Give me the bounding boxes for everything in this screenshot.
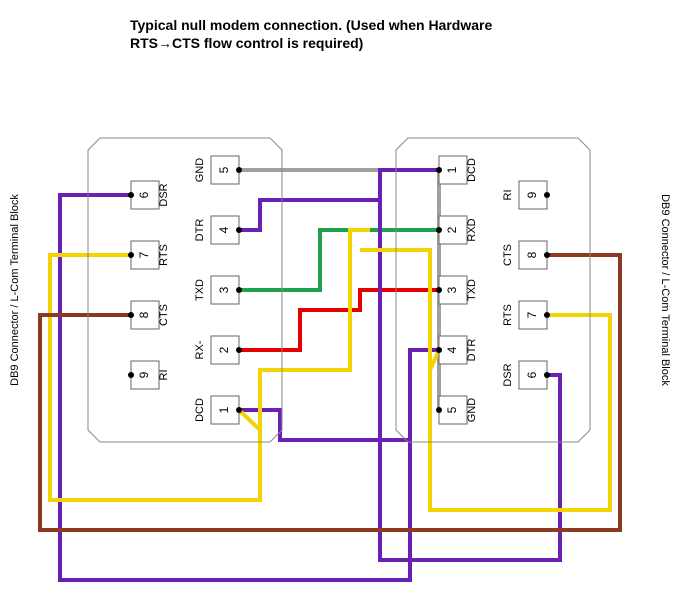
right-outer-pins: 9 RI 8 CTS 7 RTS 6 DSR: [502, 181, 550, 389]
pin-number: 7: [137, 251, 151, 258]
pin-label: RI: [502, 190, 514, 201]
pin-terminal-dot: [436, 347, 442, 353]
pin-label: CTS: [158, 304, 170, 326]
pin-number: 6: [525, 371, 539, 378]
pin-terminal-dot: [128, 192, 134, 198]
pin-label: RXD: [466, 218, 478, 241]
pin-terminal-dot: [128, 312, 134, 318]
pin-number: 4: [445, 346, 459, 353]
pin-label: CTS: [502, 244, 514, 266]
pin-number: 5: [445, 406, 459, 413]
pin-number: 7: [525, 311, 539, 318]
pin-label: DTR: [194, 219, 206, 242]
pin-number: 1: [217, 406, 231, 413]
pin-label: TXD: [466, 279, 478, 301]
pin-number: 2: [445, 226, 459, 233]
pin-terminal-dot: [236, 287, 242, 293]
pin-label: RTS: [158, 244, 170, 266]
pin-number: 1: [445, 166, 459, 173]
pin-terminal-dot: [544, 192, 550, 198]
pin-terminal-dot: [236, 227, 242, 233]
left-outer-pins: 6 DSR 7 RTS 8 CTS 9 RI: [128, 181, 170, 389]
side-label-left: DB9 Connector / L-Com Terminal Block: [9, 194, 21, 386]
pin-label: RX-: [194, 340, 206, 359]
side-label-right: DB9 Connector / L-Com Terminal Block: [659, 194, 671, 386]
wire-dtr_dcd: [60, 195, 410, 580]
pin-terminal-dot: [236, 407, 242, 413]
pin-number: 8: [137, 311, 151, 318]
pin-terminal-dot: [236, 167, 242, 173]
wire-dtr_dcd: [239, 350, 439, 440]
pin-label: DCD: [194, 398, 206, 422]
pin-label: GND: [194, 158, 206, 183]
wire-txd_rxd_b: [239, 290, 439, 350]
pin-terminal-dot: [128, 372, 134, 378]
pin-label: RTS: [502, 304, 514, 326]
pin-label: TXD: [194, 279, 206, 301]
pin-label: DCD: [466, 158, 478, 182]
pin-number: 9: [525, 191, 539, 198]
pin-number: 9: [137, 371, 151, 378]
right-inner-pins: 1 DCD 2 RXD 3 TXD 4 DTR 5 GND: [436, 156, 478, 424]
pin-number: 2: [217, 346, 231, 353]
pin-number: 3: [217, 286, 231, 293]
pin-number: 6: [137, 191, 151, 198]
pin-number: 4: [217, 226, 231, 233]
title-line-2: RTS→CTS flow control is required): [130, 35, 363, 51]
wire-cts: [40, 255, 620, 530]
pin-terminal-dot: [544, 252, 550, 258]
pin-terminal-dot: [544, 312, 550, 318]
pin-label: DSR: [502, 363, 514, 386]
left-inner-pins: 5 GND 4 DTR 3 TXD 2 RX- 1 DCD: [194, 156, 242, 424]
wire-txd_rxd_a: [239, 230, 439, 290]
pin-number: 8: [525, 251, 539, 258]
title-line-1: Typical null modem connection. (Used whe…: [130, 17, 492, 33]
null-modem-diagram: Typical null modem connection. (Used whe…: [0, 0, 676, 597]
pin-terminal-dot: [436, 407, 442, 413]
pin-terminal-dot: [436, 167, 442, 173]
pin-label: DTR: [466, 339, 478, 362]
wire-dtr_dcd: [239, 170, 439, 230]
pin-label: DSR: [158, 183, 170, 206]
pin-label: GND: [466, 398, 478, 423]
pin-label: RI: [158, 370, 170, 381]
pin-terminal-dot: [236, 347, 242, 353]
pin-terminal-dot: [436, 227, 442, 233]
pin-number: 3: [445, 286, 459, 293]
pin-terminal-dot: [544, 372, 550, 378]
pin-terminal-dot: [436, 287, 442, 293]
pin-terminal-dot: [128, 252, 134, 258]
pin-number: 5: [217, 166, 231, 173]
